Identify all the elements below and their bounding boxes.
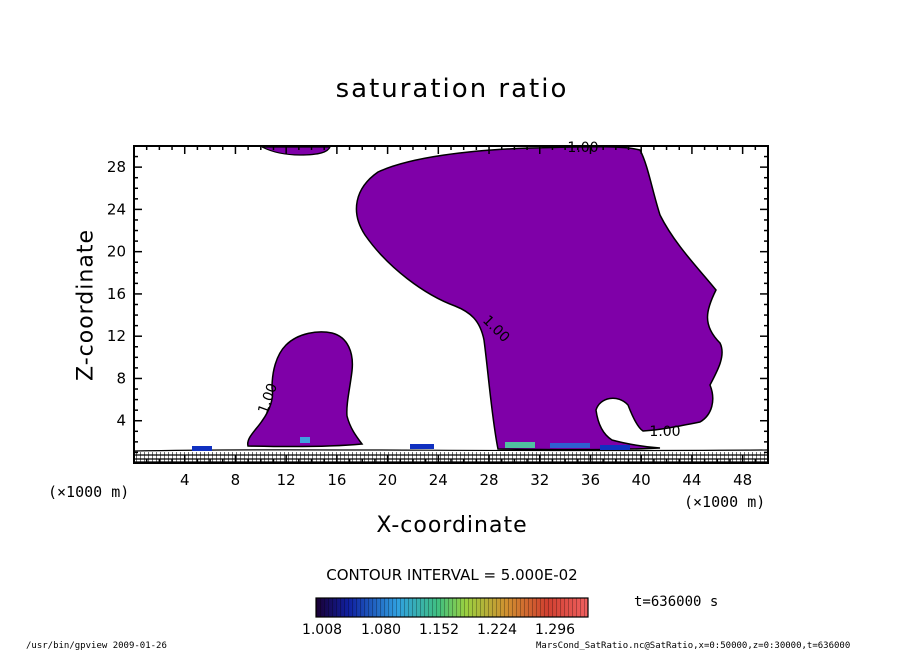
contour-label: 1.00	[649, 424, 680, 440]
footer-left: /usr/bin/gpview 2009-01-26	[26, 641, 167, 651]
y-tick-label: 20	[107, 243, 126, 261]
y-tick-label: 16	[107, 285, 126, 303]
colorbar-tick: 1.296	[534, 622, 576, 638]
x-axis-label: X-coordinate	[376, 513, 528, 538]
colorbar-tick: 1.080	[360, 622, 402, 638]
y-tick-label: 8	[116, 369, 126, 387]
x-tick-label: 44	[682, 471, 701, 489]
footer-right: MarsCond_SatRatio.nc@SatRatio,x=0:50000,…	[536, 641, 851, 651]
cell-region	[247, 331, 364, 448]
x-tick-label: 28	[479, 471, 498, 489]
y-tick-label: 28	[107, 158, 126, 176]
x-tick-label: 24	[429, 471, 448, 489]
x-unit-left: (×1000 m)	[48, 483, 130, 501]
contour-interval: CONTOUR INTERVAL = 5.000E-02	[326, 566, 578, 584]
x-tick-label: 48	[733, 471, 752, 489]
time-label: t=636000 s	[634, 594, 719, 610]
y-tick-label: 12	[107, 327, 126, 345]
x-tick-label: 16	[327, 471, 346, 489]
x-tick-label: 12	[277, 471, 296, 489]
x-tick-label: 4	[180, 471, 190, 489]
colorbar-tick: 1.224	[476, 622, 518, 638]
x-tick-label: 8	[231, 471, 241, 489]
x-unit-right: (×1000 m)	[684, 493, 766, 511]
y-tick-label: 24	[107, 200, 126, 218]
x-tick-label: 36	[581, 471, 600, 489]
top-sliver-region	[261, 146, 331, 156]
chart-title: saturation ratio	[335, 74, 569, 104]
colorbar-tick: 1.152	[418, 622, 460, 638]
contour-label: 1.00	[567, 140, 598, 156]
y-axis-label: Z-coordinate	[73, 229, 99, 381]
x-tick-label: 40	[632, 471, 651, 489]
plume-region	[355, 146, 723, 451]
x-tick-label: 20	[378, 471, 397, 489]
colorbar-tick: 1.008	[301, 622, 343, 638]
y-tick-label: 4	[116, 412, 126, 430]
x-tick-label: 32	[530, 471, 549, 489]
